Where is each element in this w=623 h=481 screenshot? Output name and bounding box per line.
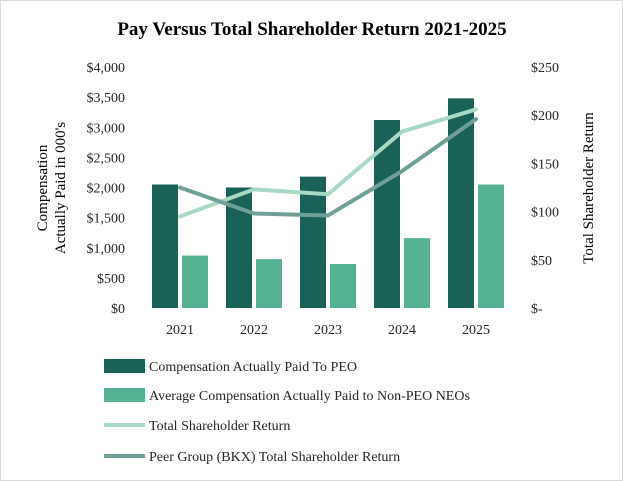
right-tick-label: $50 [531,254,552,269]
legend-label: Compensation Actually Paid To PEO [149,360,357,375]
right-tick-label: $150 [531,157,559,172]
x-category-label: 2023 [314,323,342,338]
left-tick-label: $3,000 [87,121,126,136]
right-axis-ticks: $- $50 $100 $150 $200 $250 [531,61,559,317]
right-axis-title: Total Shareholder Return [581,112,597,264]
non-peo-compensation-bar [478,184,504,308]
non-peo-compensation-bar [256,259,282,308]
left-tick-label: $3,500 [87,91,126,106]
legend-swatch [104,388,145,402]
legend: Compensation Actually Paid To PEO Average… [104,359,470,465]
legend-label: Total Shareholder Return [149,419,290,434]
x-axis-labels: 2021 2022 2023 2024 2025 [166,323,490,338]
left-tick-label: $1,000 [87,242,126,257]
left-tick-label: $4,000 [87,61,126,76]
right-tick-label: $100 [531,206,559,221]
non-peo-compensation-bar [404,238,430,308]
peer-group-tsr-line [178,117,478,218]
non-peo-compensation-bar [330,264,356,308]
left-axis-title-line2: Actually Paid in 000's [53,122,69,254]
left-tick-label: $2,500 [87,151,126,166]
line-series [178,107,478,219]
left-axis-ticks: $0 $500 $1,000 $1,500 $2,000 $2,500 $3,000 $3,5… [87,61,126,317]
x-category-label: 2022 [240,323,268,338]
right-tick-label: $200 [531,109,559,124]
x-category-label: 2021 [166,323,194,338]
tsr-line [178,107,478,219]
peo-compensation-bar [300,176,326,308]
x-category-label: 2024 [388,323,416,338]
non-peo-compensation-bar [182,255,208,308]
right-tick-label: $250 [531,61,559,76]
left-axis-title-line1: Compensation [35,144,51,231]
peo-compensation-bar [374,120,400,309]
x-category-label: 2025 [462,323,490,338]
left-tick-label: $500 [97,272,125,287]
legend-label: Peer Group (BKX) Total Shareholder Retur… [149,450,400,465]
left-tick-label: $0 [111,302,125,317]
legend-label: Average Compensation Actually Paid to No… [149,389,470,404]
chart-title: Pay Versus Total Shareholder Return 2021… [117,19,506,40]
left-tick-label: $2,000 [87,182,126,197]
legend-swatch [104,359,145,373]
left-tick-label: $1,500 [87,212,126,227]
right-tick-label: $- [531,302,543,317]
bar-series [152,98,504,309]
peo-compensation-bar [152,184,178,308]
